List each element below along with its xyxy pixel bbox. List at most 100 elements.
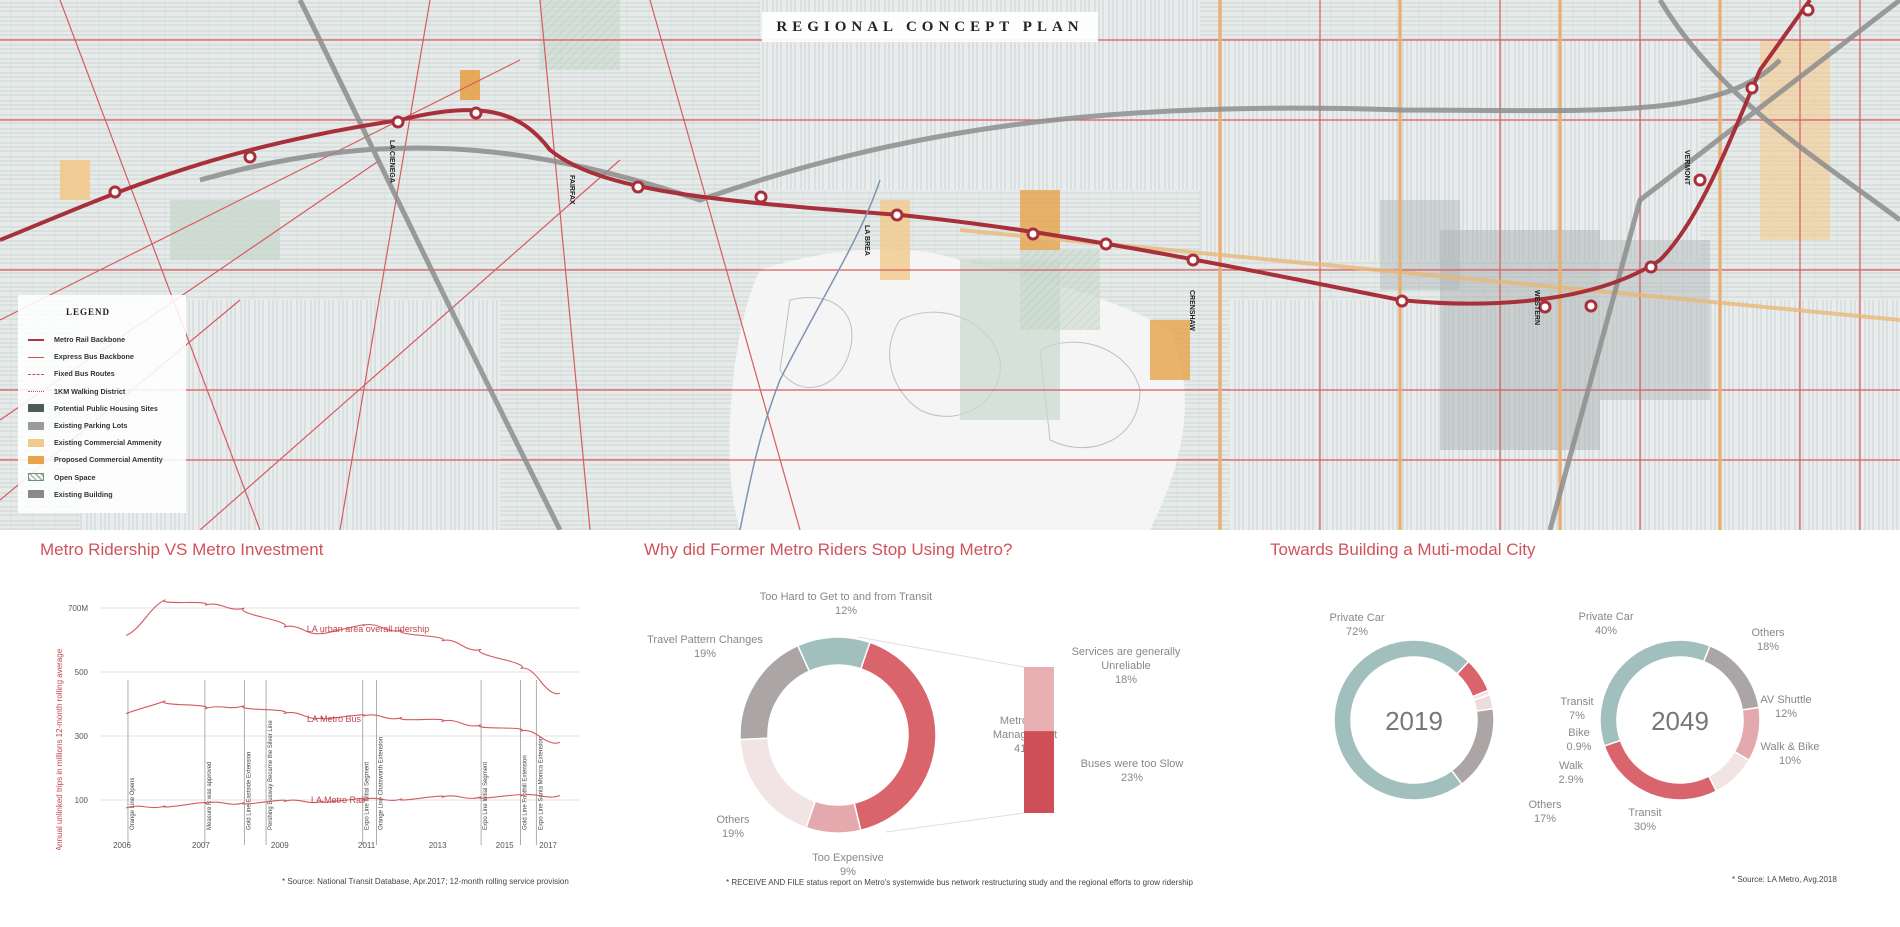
- legend-label: Potential Public Housing Sites: [54, 403, 158, 413]
- legend-label: Existing Parking Lots: [54, 421, 128, 431]
- slice-pct: 9%: [840, 866, 856, 875]
- street-label: CRENSHAW: [1188, 290, 1195, 331]
- y-tick-label: 300: [75, 732, 89, 741]
- x-tick-label: 2017: [539, 841, 557, 850]
- center-year: 2049: [1651, 706, 1709, 736]
- modal-2019-slice: [1333, 639, 1470, 801]
- event-label: Orange Line Opens: [130, 778, 136, 830]
- slice-label: Walk: [1559, 760, 1584, 772]
- modal-title: Towards Building a Muti-modal City: [1270, 540, 1536, 559]
- legend-item: Existing Building: [28, 486, 186, 503]
- x-tick-label: 2006: [113, 841, 131, 850]
- breakdown-pct: 23%: [1121, 772, 1143, 784]
- legend-label: Open Space: [54, 472, 96, 482]
- legend-item: 1KM Walking District: [28, 383, 186, 400]
- connector-line: [885, 812, 1025, 833]
- x-tick-label: 2007: [192, 841, 210, 850]
- event-label: Expo Line Initial Segment: [483, 762, 489, 830]
- hatched-green-icon: [28, 473, 44, 482]
- grey-bar-icon: [28, 490, 44, 499]
- thick-red-line-icon: [28, 339, 44, 342]
- modal-2049-slice: [1733, 706, 1761, 762]
- y-axis-label: Annual unlinked trips in millions 12-mon…: [55, 648, 64, 850]
- street-label: LA BREA: [863, 225, 870, 256]
- breakdown-label: Unreliable: [1101, 660, 1151, 672]
- why-slice: [739, 644, 811, 741]
- modal-2019-slice: [1450, 707, 1495, 786]
- slice-pct: 2.9%: [1558, 774, 1583, 786]
- slice-label: AV Shuttle: [1760, 694, 1811, 706]
- legend-item: Metro Rail Backbone: [28, 331, 186, 348]
- event-label: Orange Line Chatsworth Extension: [379, 737, 385, 830]
- slice-label: Travel Pattern Changes: [647, 634, 763, 646]
- dashed-red-line-icon: [28, 373, 44, 375]
- legend-label: Express Bus Backbone: [54, 352, 134, 362]
- dark-fill-icon: [28, 404, 44, 413]
- y-tick-label: 500: [75, 668, 89, 677]
- modal-2049-slice: [1599, 639, 1711, 747]
- why-slice: [739, 737, 817, 829]
- slice-label: Private Car: [1329, 612, 1384, 624]
- event-label: Expo Line Santa Monica Extension: [538, 737, 544, 830]
- series-label: LA urban area overall ridership: [307, 624, 430, 634]
- breakdown-label: Services are generally: [1072, 646, 1181, 658]
- breakdown-bar: [1024, 731, 1054, 813]
- modal-2049-slice: [1603, 739, 1718, 801]
- slice-pct: 18%: [1757, 641, 1779, 653]
- y-tick-label: 100: [75, 796, 89, 805]
- legend-label: Proposed Commercial Amentity: [54, 455, 163, 465]
- series-line: [125, 700, 561, 744]
- event-label: Measure R was approved: [207, 762, 213, 830]
- legend-label: Metro Rail Backbone: [54, 335, 126, 345]
- legend-label: Fixed Bus Routes: [54, 369, 115, 379]
- regional-map[interactable]: CRENSHAW LA BREA FAIRFAX LA CIENEGA WESTERN V…: [0, 0, 1900, 530]
- slice-label: Too Hard to Get to and from Transit: [760, 591, 932, 603]
- street-label: FAIRFAX: [568, 175, 575, 205]
- light-orange-fill-icon: [28, 438, 44, 447]
- grey-fill-icon: [28, 421, 44, 430]
- legend-item: Fixed Bus Routes: [28, 365, 186, 382]
- series-line: [125, 599, 561, 695]
- legend-item: Potential Public Housing Sites: [28, 400, 186, 417]
- ridership-title: Metro Ridership VS Metro Investment: [40, 540, 324, 559]
- slice-label: Transit: [1628, 807, 1661, 819]
- slice-label: Others: [1528, 799, 1562, 811]
- slice-label: Others: [1751, 627, 1785, 639]
- legend-label: 1KM Walking District: [54, 386, 126, 396]
- slice-pct: 19%: [694, 648, 716, 660]
- slice-pct: 40%: [1595, 625, 1617, 637]
- legend-label: Existing Building: [54, 489, 113, 499]
- slice-pct: 72%: [1346, 626, 1368, 638]
- legend-item: Proposed Commercial Amentity: [28, 451, 186, 468]
- legend-label: Existing Commercial Ammenity: [54, 438, 162, 448]
- why-chart: Metro BusManagement41%Too Expensive9%Oth…: [647, 591, 1183, 875]
- why-source: * RECEIVE AND FILE status report on Metr…: [726, 878, 1193, 887]
- breakdown-pct: 18%: [1115, 674, 1137, 686]
- modal-source: * Source: LA Metro, Avg.2018: [1732, 875, 1837, 884]
- why-slice: [853, 641, 937, 832]
- ridership-source: * Source: National Transit Database, Apr…: [282, 877, 569, 886]
- legend-item: Existing Parking Lots: [28, 417, 186, 434]
- modal-2049-slice: [1707, 750, 1751, 793]
- slice-label: Transit: [1560, 696, 1593, 708]
- legend-item: Express Bus Backbone: [28, 348, 186, 365]
- slice-pct: 19%: [722, 828, 744, 840]
- slice-label: Others: [716, 814, 750, 826]
- dotted-line-icon: [28, 391, 44, 393]
- slice-pct: 17%: [1534, 813, 1556, 825]
- event-label: Pershing Busway Became the Silver Line: [268, 720, 274, 830]
- slice-pct: 12%: [1775, 708, 1797, 720]
- event-label: Gold Line Eastside Extension: [246, 752, 252, 830]
- slice-label: Too Expensive: [812, 852, 884, 864]
- street-label: WESTERN: [1533, 290, 1540, 325]
- x-tick-label: 2011: [358, 841, 376, 850]
- slice-label: Walk & Bike: [1761, 741, 1820, 753]
- y-tick-label: 700M: [68, 604, 88, 613]
- slice-pct: 7%: [1569, 710, 1585, 722]
- orange-fill-icon: [28, 455, 44, 464]
- legend-item: Open Space: [28, 469, 186, 486]
- series-label: LA Metro Rail: [311, 795, 365, 805]
- slice-pct: 10%: [1779, 755, 1801, 767]
- event-label: Gold Line Foothill Extension: [523, 755, 529, 830]
- series-line: [125, 794, 561, 809]
